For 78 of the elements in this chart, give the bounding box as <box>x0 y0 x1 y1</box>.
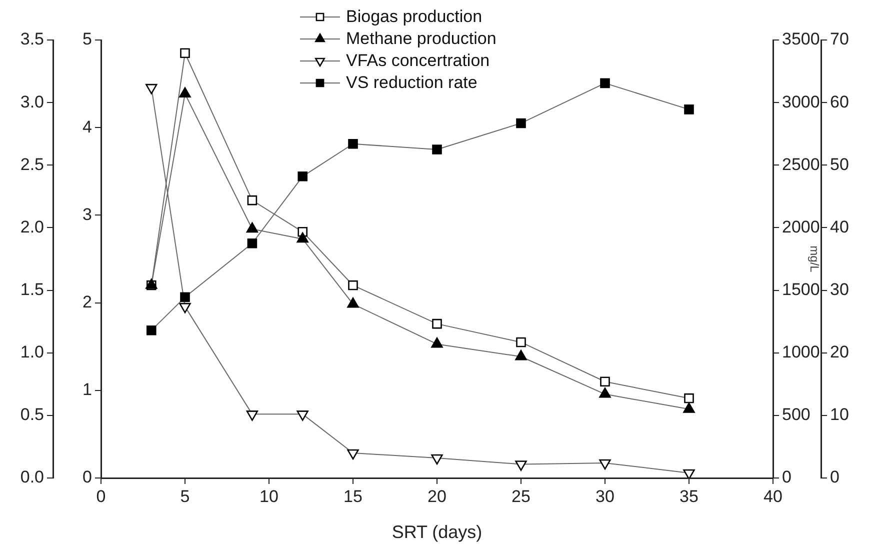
x-tick-label: 40 <box>764 486 782 506</box>
point <box>599 388 611 398</box>
y2-tick-label: 0 <box>82 468 92 487</box>
point <box>432 318 442 329</box>
point <box>348 138 358 149</box>
x-tick-label: 25 <box>512 486 530 506</box>
point <box>179 302 191 314</box>
x-tick-label: 10 <box>260 486 278 506</box>
point <box>347 297 359 308</box>
legend-label: VFAs concertration <box>346 50 490 72</box>
x-tick-label: 15 <box>344 486 362 506</box>
y2-tick-label: 2 <box>82 292 92 312</box>
point <box>298 172 308 182</box>
y-tick-label: 3000 <box>782 92 820 112</box>
point <box>179 87 191 98</box>
y-tick-label: 2.5 <box>20 154 44 174</box>
legend-label: Methane production <box>346 28 496 50</box>
point <box>431 337 443 348</box>
point <box>516 118 526 128</box>
point <box>247 195 258 206</box>
point <box>683 402 695 413</box>
point <box>246 222 258 233</box>
point <box>684 104 694 114</box>
y2-tick-label: 3 <box>82 204 92 224</box>
x-tick-label: 5 <box>180 486 190 506</box>
y2-tick-label: 50 <box>830 154 849 174</box>
point <box>180 48 190 58</box>
point <box>347 449 359 460</box>
x-tick-label: 30 <box>596 486 614 506</box>
y2-tick-label: 10 <box>830 405 849 424</box>
legend-label: VS reduction rate <box>346 72 478 94</box>
point <box>348 280 358 290</box>
y2-tick-label: 4 <box>82 117 92 136</box>
y2-tick-label: 40 <box>830 217 849 236</box>
y-tick-label: 2500 <box>782 154 820 174</box>
y-tick-label: 0.5 <box>20 405 44 424</box>
y2-tick-label: 20 <box>830 342 849 362</box>
point <box>599 459 611 470</box>
point <box>683 469 695 478</box>
x-tick-label: 35 <box>680 486 698 506</box>
point <box>146 84 158 94</box>
point <box>600 376 610 387</box>
y-tick-label: 500 <box>782 405 810 424</box>
point <box>515 350 527 360</box>
y-tick-label: 3.0 <box>20 92 44 112</box>
y-tick-label: 0.0 <box>20 468 44 487</box>
point <box>432 144 442 154</box>
point <box>684 393 694 404</box>
point <box>600 78 610 88</box>
point <box>296 232 308 243</box>
point <box>296 410 308 421</box>
y-tick-label: 0 <box>782 468 792 487</box>
y-tick-label: 1000 <box>782 342 820 362</box>
y-tick-label: 1500 <box>782 280 820 299</box>
x-tick-label: 0 <box>96 486 106 506</box>
point <box>515 460 527 471</box>
x-tick-label: 20 <box>428 486 446 506</box>
y-axis-title: mg/L <box>807 246 822 273</box>
point <box>246 410 258 421</box>
y-tick-label: 3.5 <box>20 30 44 49</box>
legend-label: Biogas production <box>346 6 482 28</box>
y2-tick-label: 5 <box>82 30 92 49</box>
y-tick-label: 2.0 <box>20 217 44 236</box>
point <box>247 238 258 248</box>
point <box>180 292 190 302</box>
y2-tick-label: 60 <box>830 92 849 112</box>
point <box>146 325 156 336</box>
y-tick-label: 1.0 <box>20 342 44 362</box>
y-tick-label: 1.5 <box>20 280 44 299</box>
x-axis-title: SRT (days) <box>392 522 482 542</box>
point <box>431 454 443 465</box>
y2-tick-label: 1 <box>82 380 92 400</box>
y2-tick-label: 70 <box>830 30 849 49</box>
y-tick-label: 3500 <box>782 30 820 49</box>
y-tick-label: 2000 <box>782 217 820 236</box>
point <box>516 337 526 348</box>
y2-tick-label: 0 <box>830 468 840 487</box>
y2-tick-label: 30 <box>830 280 849 299</box>
